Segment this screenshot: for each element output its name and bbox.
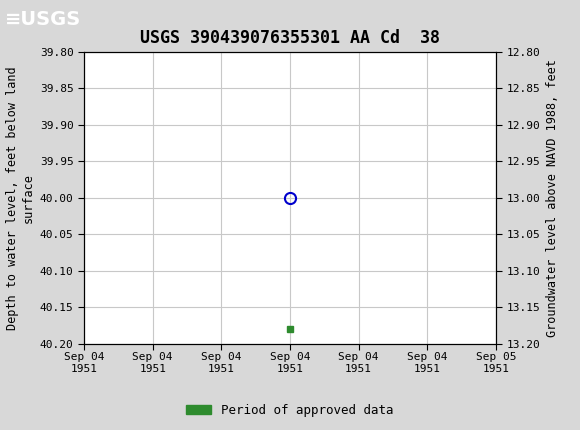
Y-axis label: Depth to water level, feet below land
surface: Depth to water level, feet below land su…	[6, 66, 34, 330]
Y-axis label: Groundwater level above NAVD 1988, feet: Groundwater level above NAVD 1988, feet	[546, 59, 559, 337]
Text: ≡USGS: ≡USGS	[5, 10, 81, 29]
Title: USGS 390439076355301 AA Cd  38: USGS 390439076355301 AA Cd 38	[140, 29, 440, 47]
Legend: Period of approved data: Period of approved data	[181, 399, 399, 421]
